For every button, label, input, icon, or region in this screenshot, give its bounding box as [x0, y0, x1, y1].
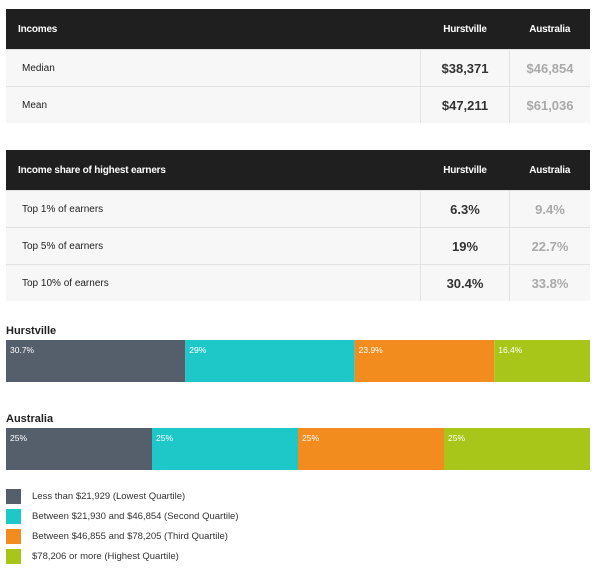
bar-segment-hurstville-q1 — [6, 340, 186, 382]
row-label: Top 5% of earners — [6, 227, 421, 265]
australia-value: $61,036 — [509, 86, 590, 123]
legend-label: Between $46,855 and $78,205 (Third Quart… — [32, 530, 228, 542]
hurstville-value: $38,371 — [420, 49, 510, 87]
incomes-header-label: Incomes — [6, 9, 421, 50]
table-row: Top 1% of earners 6.3% 9.4% — [6, 190, 590, 228]
legend-item-q3: Between $46,855 and $78,205 (Third Quart… — [6, 526, 239, 546]
share-table: Income share of highest earners Hurstvil… — [6, 150, 590, 301]
legend-item-q2: Between $21,930 and $46,854 (Second Quar… — [6, 506, 239, 526]
chart-legend: Less than $21,929 (Lowest Quartile) Betwe… — [6, 486, 239, 566]
hurstville-value: $47,211 — [420, 86, 510, 123]
row-label: Mean — [6, 86, 421, 123]
incomes-header-hurstville: Hurstville — [420, 9, 510, 50]
australia-chart-label: Australia — [6, 413, 54, 425]
table-row: Top 5% of earners 19% 22.7% — [6, 227, 590, 265]
table-row: Median $38,371 $46,854 — [6, 49, 590, 87]
hurstville-chart-label: Hurstville — [6, 325, 57, 337]
data-label-australia-q4: 25% — [448, 433, 465, 443]
legend-swatch — [6, 528, 21, 544]
row-label: Top 1% of earners — [6, 190, 421, 228]
data-label-australia-q2: 25% — [156, 433, 173, 443]
legend-label: Between $21,930 and $46,854 (Second Quar… — [32, 510, 239, 522]
data-label-hurstville-q2: 29% — [189, 345, 206, 355]
legend-item-q1: Less than $21,929 (Lowest Quartile) — [6, 486, 239, 506]
hurstville-value: 30.4% — [420, 264, 510, 301]
australia-value: 9.4% — [509, 190, 590, 228]
legend-label: $78,206 or more (Highest Quartile) — [32, 550, 179, 562]
share-header-hurstville: Hurstville — [420, 150, 510, 191]
incomes-table: Incomes Hurstville Australia Median $38,… — [6, 9, 590, 123]
bar-segment-australia-q2 — [152, 428, 298, 470]
australia-value: $46,854 — [509, 49, 590, 87]
hurstville-value: 19% — [420, 227, 510, 265]
incomes-header-row: Incomes Hurstville Australia — [6, 9, 590, 50]
bar-segment-australia-q3 — [298, 428, 444, 470]
data-label-hurstville-q1: 30.7% — [10, 345, 35, 355]
data-label-australia-q1: 25% — [10, 433, 27, 443]
share-header-australia: Australia — [509, 150, 590, 191]
data-label-australia-q3: 25% — [302, 433, 319, 443]
bar-segment-australia-q1 — [6, 428, 152, 470]
bar-segment-hurstville-q3 — [354, 340, 495, 382]
incomes-header-australia: Australia — [509, 9, 590, 50]
bar-segment-hurstville-q2 — [185, 340, 355, 382]
bar-segment-hurstville-q4 — [494, 340, 590, 382]
row-label: Top 10% of earners — [6, 264, 421, 301]
row-label: Median — [6, 49, 421, 87]
share-header-row: Income share of highest earners Hurstvil… — [6, 150, 590, 191]
legend-swatch — [6, 508, 21, 524]
legend-swatch — [6, 548, 21, 564]
australia-value: 22.7% — [509, 227, 590, 265]
data-label-hurstville-q3: 23.9% — [359, 345, 384, 355]
legend-label: Less than $21,929 (Lowest Quartile) — [32, 490, 186, 502]
bar-segment-australia-q4 — [444, 428, 590, 470]
hurstville-value: 6.3% — [420, 190, 510, 228]
australia-value: 33.8% — [509, 264, 590, 301]
legend-swatch — [6, 488, 21, 504]
table-row: Mean $47,211 $61,036 — [6, 86, 590, 123]
share-header-label: Income share of highest earners — [6, 150, 421, 191]
table-row: Top 10% of earners 30.4% 33.8% — [6, 264, 590, 301]
legend-item-q4: $78,206 or more (Highest Quartile) — [6, 546, 239, 566]
data-label-hurstville-q4: 16.4% — [498, 345, 523, 355]
